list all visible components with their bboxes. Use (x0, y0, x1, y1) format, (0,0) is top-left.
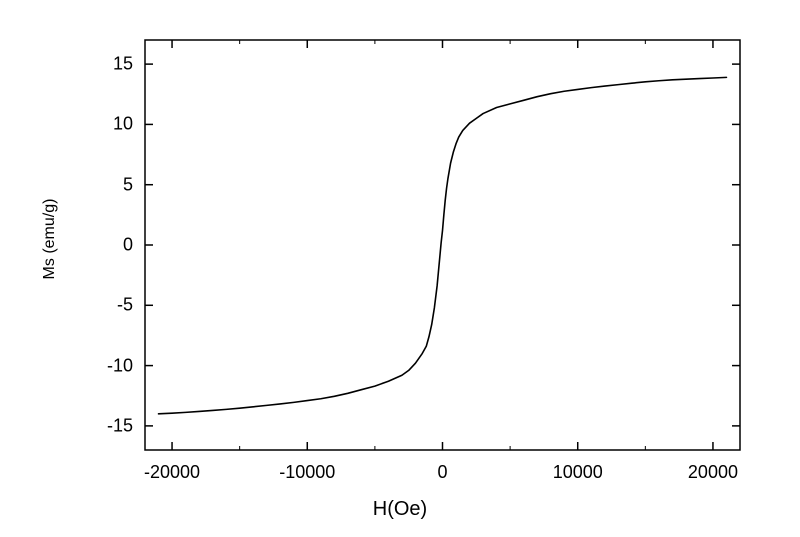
y-tick-label: 0 (123, 235, 133, 256)
y-axis-label-text: Ms (emu/g) (41, 199, 58, 280)
y-axis-label: Ms (emu/g) (41, 179, 59, 299)
hysteresis-chart: Ms (emu/g) H(Oe) -20000 -10000 0 10000 2… (0, 0, 800, 537)
x-axis-label-text: H(Oe) (373, 498, 427, 520)
y-tick-label: -15 (107, 415, 133, 436)
y-tick-label: 5 (123, 174, 133, 195)
chart-canvas (0, 0, 800, 537)
x-tick-label: 10000 (553, 462, 603, 483)
x-tick-label: -20000 (144, 462, 200, 483)
x-tick-label: 20000 (688, 462, 738, 483)
y-tick-label: 10 (113, 114, 133, 135)
x-tick-label: 0 (437, 462, 447, 483)
x-tick-label: -10000 (279, 462, 335, 483)
y-tick-label: -5 (117, 295, 133, 316)
y-tick-label: 15 (113, 54, 133, 75)
x-axis-label: H(Oe) (373, 498, 427, 521)
y-tick-label: -10 (107, 355, 133, 376)
